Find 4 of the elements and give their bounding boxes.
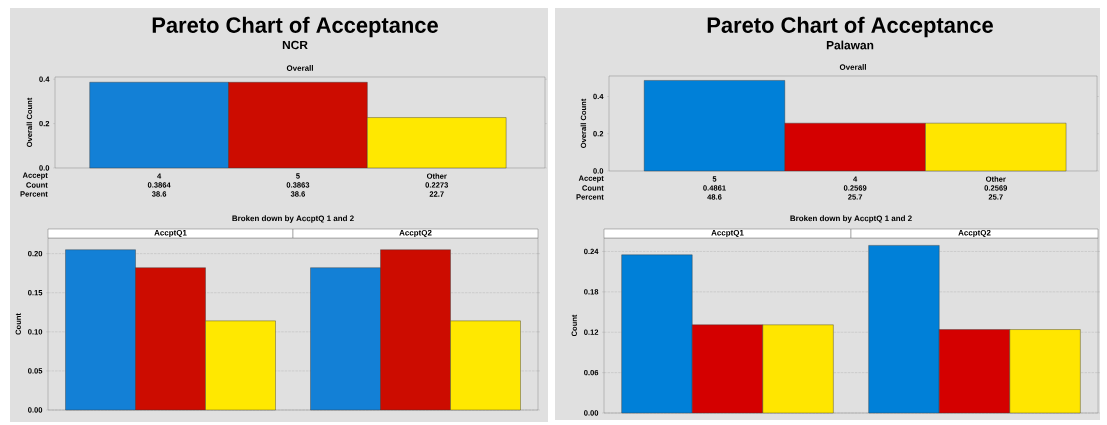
chart-subtitle: Palawan — [826, 40, 874, 50]
chart-title: Pareto Chart of Acceptance — [707, 16, 993, 38]
chart-title: Pareto Chart of Acceptance — [152, 16, 438, 38]
chart-subtitle: NCR — [282, 40, 308, 50]
